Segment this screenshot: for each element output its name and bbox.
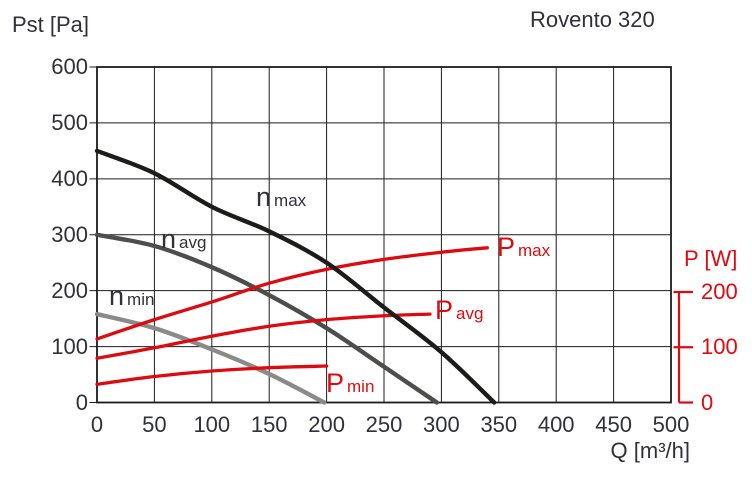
x-tick-label: 0 xyxy=(90,412,104,437)
x-tick-label: 300 xyxy=(423,412,460,437)
x-tick-label: 500 xyxy=(652,412,690,437)
curve-label-sub: avg xyxy=(179,233,207,252)
curve-label-main: P xyxy=(435,295,454,325)
curve-label-main: n xyxy=(161,224,177,254)
curve-label-sub: max xyxy=(274,191,307,210)
curve-label-n-min: n min xyxy=(109,281,154,312)
curve-label-n-avg: n avg xyxy=(161,224,206,255)
x-tick-label: 250 xyxy=(365,412,403,437)
x-tick-label: 200 xyxy=(308,412,345,437)
y-tick-label: 100 xyxy=(51,333,88,359)
y-tick-label: 300 xyxy=(51,221,88,247)
curve-label-sub: max xyxy=(518,241,551,260)
x-tick-label: 450 xyxy=(595,412,632,437)
y-tick-label: 0 xyxy=(75,389,88,415)
right-axis-title: P [W] xyxy=(684,246,738,271)
x-tick-label: 150 xyxy=(250,412,288,437)
curve-label-sub: avg xyxy=(456,304,484,323)
right-tick-label: 200 xyxy=(701,279,738,304)
curve-label-main: n xyxy=(109,281,125,311)
y-tick-label: 600 xyxy=(51,54,88,79)
x-tick-label: 350 xyxy=(480,412,518,437)
curve-label-main: P xyxy=(497,232,516,262)
y-tick-label: 200 xyxy=(51,277,88,303)
chart-title: Rovento 320 xyxy=(530,7,655,32)
x-tick-label: 100 xyxy=(193,412,231,437)
curve-label-sub: min xyxy=(127,290,155,309)
curve-n-min xyxy=(94,311,327,405)
curve-P-min xyxy=(95,364,329,386)
x-axis-title: Q [m³/h] xyxy=(610,438,690,463)
right-tick-label: 100 xyxy=(701,334,738,360)
x-tick-label: 400 xyxy=(537,412,575,437)
y-tick-label: 400 xyxy=(51,165,88,191)
curve-P-max xyxy=(95,246,489,341)
curve-label-main: n xyxy=(256,182,272,212)
curve-n-max xyxy=(94,148,497,405)
x-tick-label: 50 xyxy=(142,412,167,437)
curve-label-sub: min xyxy=(347,377,375,396)
curve-P-avg xyxy=(95,312,432,360)
right-tick-label: 0 xyxy=(701,389,714,415)
y-tick-label: 500 xyxy=(51,109,88,135)
curve-label-n-max: n max xyxy=(256,182,306,213)
left-axis-title: Pst [Pa] xyxy=(12,12,90,37)
curve-label-main: P xyxy=(326,368,345,398)
curve-n-avg xyxy=(94,232,440,405)
